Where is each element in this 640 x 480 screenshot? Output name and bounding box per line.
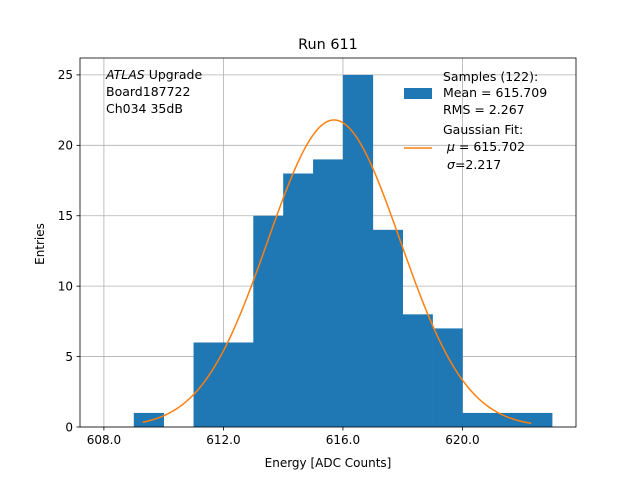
y-tick-label: 10	[58, 279, 73, 293]
histogram-bar	[492, 412, 523, 427]
axis-ticks: 608.0 612.0 616.0 620.0 0 5 10 15 20 25	[58, 68, 480, 447]
legend: Samples (122): Mean = 615.709 RMS = 2.26…	[404, 69, 547, 172]
histogram-bar	[193, 342, 224, 427]
atlas-annotation: ATLAS Upgrade Board187722 Ch034 35dB	[105, 67, 202, 116]
histogram-bar	[342, 74, 374, 428]
annotation-board: Board187722	[106, 84, 190, 99]
annotation-upgrade: Upgrade	[145, 67, 203, 82]
histogram-bars	[133, 74, 553, 428]
histogram-bar	[402, 314, 433, 427]
legend-mu-value: = 615.702	[455, 139, 525, 154]
histogram-bar	[432, 328, 463, 427]
histogram-bar	[283, 173, 314, 427]
histogram-bar	[223, 342, 254, 427]
annotation-atlas: ATLAS	[105, 67, 145, 82]
legend-fit-mu: μ = 615.702	[446, 139, 525, 154]
legend-samples-mean: Mean = 615.709	[443, 85, 547, 100]
histogram-bar	[133, 412, 164, 427]
legend-samples-swatch	[404, 88, 432, 99]
histogram-bar	[462, 412, 493, 427]
legend-sigma-value: =2.217	[455, 157, 501, 172]
x-tick-label: 608.0	[87, 433, 121, 447]
annotation-line-1: ATLAS Upgrade	[105, 67, 202, 82]
y-tick-label: 15	[58, 209, 73, 223]
y-tick-label: 0	[65, 420, 73, 434]
x-tick-label: 620.0	[445, 433, 479, 447]
annotation-channel: Ch034 35dB	[106, 101, 183, 116]
legend-fit-sigma: σ=2.217	[447, 157, 501, 172]
chart-title: Run 611	[298, 37, 358, 53]
histogram-bar	[522, 412, 553, 427]
y-tick-label: 25	[58, 68, 73, 82]
x-axis-label: Energy [ADC Counts]	[265, 456, 392, 470]
histogram-bar	[313, 159, 344, 427]
legend-sigma-symbol: σ	[447, 157, 456, 172]
y-axis-label: Entries	[33, 223, 47, 265]
histogram-bar	[253, 215, 284, 427]
x-tick-label: 616.0	[326, 433, 360, 447]
legend-samples-rms: RMS = 2.267	[443, 102, 525, 117]
plot-frame	[79, 57, 577, 428]
y-tick-label: 20	[58, 139, 73, 153]
legend-fit-title: Gaussian Fit:	[443, 122, 523, 137]
legend-mu-symbol: μ	[446, 139, 455, 154]
gaussian-fit	[142, 119, 532, 425]
x-tick-label: 612.0	[206, 433, 240, 447]
gaussian-fit-line	[142, 119, 532, 425]
y-tick-label: 5	[65, 350, 73, 364]
legend-samples-title: Samples (122):	[443, 69, 538, 84]
histogram-bar	[372, 229, 403, 427]
